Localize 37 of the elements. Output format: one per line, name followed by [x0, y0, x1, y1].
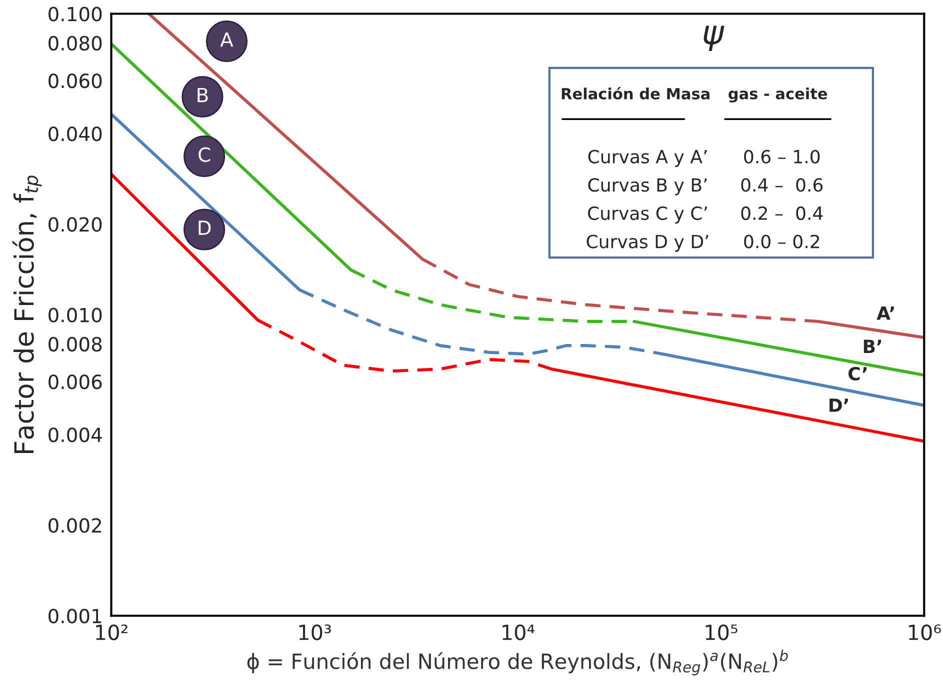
annotation: B — [198, 88, 208, 102]
x-tick-label: 10³ — [299, 624, 331, 640]
annotation: 0.0 – 0.2 — [744, 234, 820, 248]
x-tick-label: 10² — [96, 624, 128, 640]
y-tick-label: 0.002 — [48, 518, 101, 533]
annotation: C’ — [848, 366, 866, 381]
y-tick-label: 0.040 — [48, 126, 102, 142]
y-tick-label: 0.008 — [48, 336, 102, 352]
annotation: D — [198, 220, 211, 235]
x-tick-label: 10⁵ — [706, 624, 738, 640]
annotation: Curvas C y C’ — [588, 206, 707, 224]
x-tick-label: 10⁶ — [908, 624, 941, 640]
y-tick-label: 0.080 — [48, 36, 102, 51]
y-tick-label: 0.100 — [48, 6, 102, 22]
annotation: ψ — [704, 26, 724, 51]
annotation: A’ — [876, 306, 894, 320]
annotation: D’ — [830, 398, 848, 412]
annotation: A — [220, 32, 234, 47]
y-tick-label: 0.004 — [48, 427, 102, 442]
annotation: 0.6 – 1.0 — [744, 150, 820, 164]
annotation: Curvas D y D’ — [586, 234, 708, 252]
annotation: Relación de Masa — [562, 87, 710, 100]
annotation: C — [198, 147, 210, 162]
annotation: 0.4 – 0.6 — [741, 178, 823, 192]
x-axis-title: ϕ = Función del Número de Reynolds, (N$_{Reg}$)$^{a}$(N$_{ReL}$)$^{b}$ — [247, 650, 788, 676]
y-tick-label: 0.006 — [48, 374, 102, 390]
annotation: B’ — [864, 340, 882, 353]
annotation: 0.2 – 0.4 — [741, 206, 823, 220]
y-tick-label: 0.060 — [48, 73, 102, 88]
annotation: Curvas A y A’ — [588, 150, 707, 167]
y-axis-title: Factor de Fricción, f$_{tp}$ — [12, 176, 42, 453]
annotation: Curvas B y B’ — [588, 178, 707, 196]
y-tick-label: 0.020 — [48, 217, 102, 232]
x-tick-label: 10⁴ — [502, 624, 534, 640]
annotation: gas - aceite — [728, 88, 828, 102]
y-tick-label: 0.001 — [48, 608, 102, 624]
y-tick-label: 0.010 — [48, 308, 102, 322]
